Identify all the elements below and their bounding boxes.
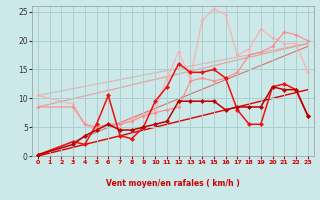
X-axis label: Vent moyen/en rafales ( km/h ): Vent moyen/en rafales ( km/h ): [106, 179, 240, 188]
